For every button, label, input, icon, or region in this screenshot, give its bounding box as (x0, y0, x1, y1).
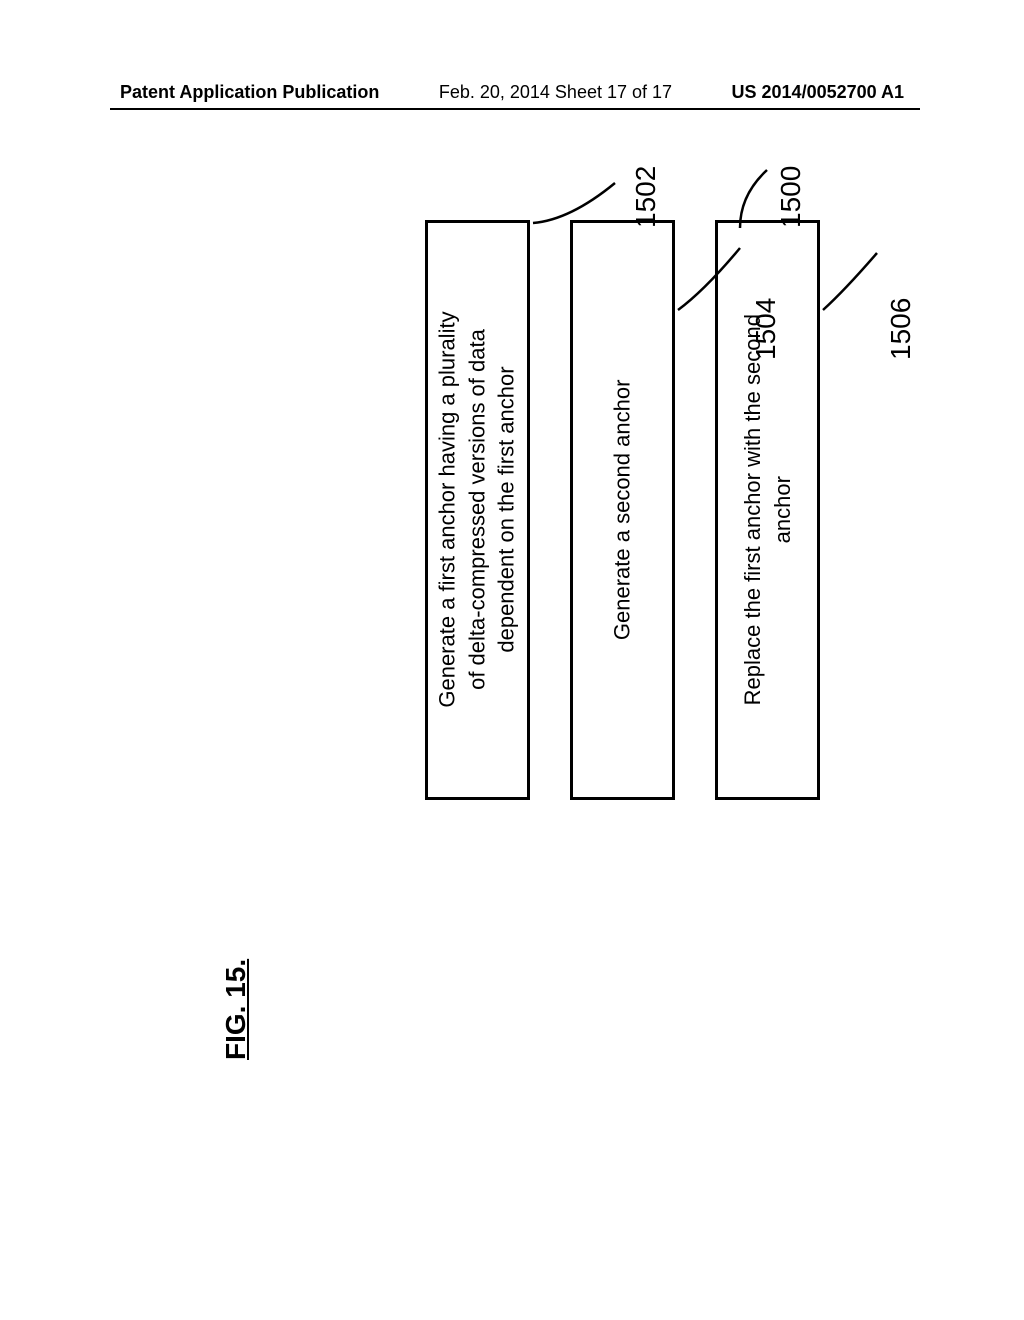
text-line: anchor (770, 476, 795, 543)
flow-step-1502-text: Generate a first anchor having a plurali… (433, 312, 522, 708)
header-left: Patent Application Publication (120, 82, 379, 103)
text-line: Generate a second anchor (610, 380, 635, 641)
text-line: Replace the first anchor with the second (740, 314, 765, 705)
flow-step-1506: Replace the first anchor with the second… (715, 220, 820, 800)
flow-step-1504-text: Generate a second anchor (608, 380, 638, 641)
ref-1502: 1502 (630, 166, 662, 228)
text-line: dependent on the first anchor (494, 367, 519, 653)
flow-step-1504: Generate a second anchor (570, 220, 675, 800)
header-right: US 2014/0052700 A1 (732, 82, 904, 103)
flowchart-diagram: 1500 Generate a first anchor having a pl… (425, 160, 885, 860)
figure-label: FIG. 15. (220, 959, 252, 1060)
page-header: Patent Application Publication Feb. 20, … (0, 82, 1024, 103)
leader-1506 (815, 245, 890, 315)
text-line: Generate a first anchor having a plurali… (435, 312, 460, 708)
flow-step-1506-text: Replace the first anchor with the second… (738, 314, 797, 705)
header-rule (110, 108, 920, 110)
header-center: Feb. 20, 2014 Sheet 17 of 17 (439, 82, 672, 103)
flow-step-1502: Generate a first anchor having a plurali… (425, 220, 530, 800)
text-line: of delta-compressed versions of data (465, 330, 490, 691)
